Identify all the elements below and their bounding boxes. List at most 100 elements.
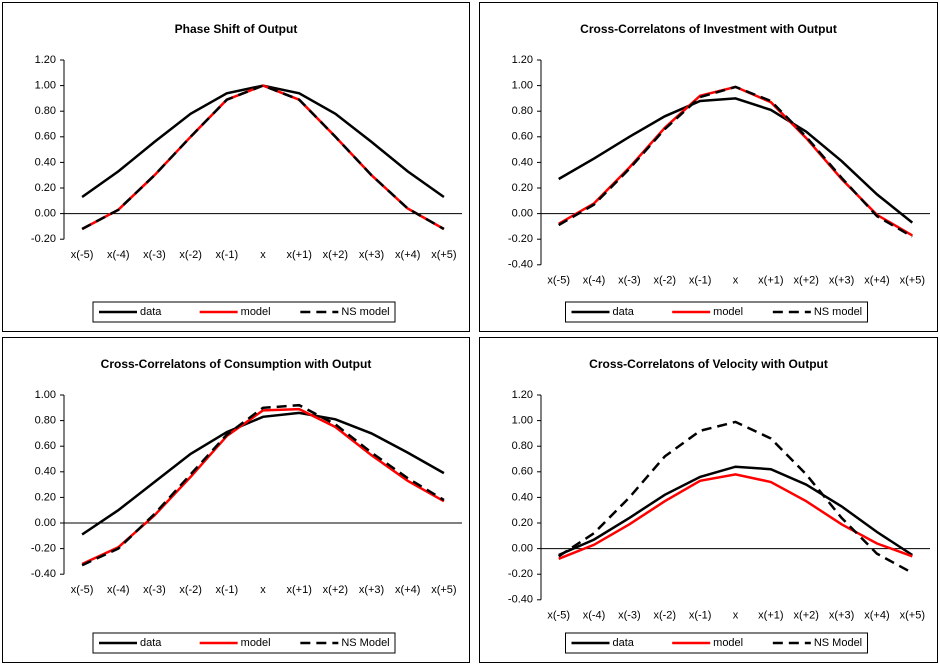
y-tick-label: 0.00 xyxy=(35,208,56,220)
y-tick-label: 1.00 xyxy=(512,80,533,92)
x-tick-label: x(+2) xyxy=(323,584,348,596)
x-tick-label: x(-4) xyxy=(107,249,130,261)
legend-label: model xyxy=(713,637,743,649)
y-tick-label: 0.20 xyxy=(35,182,56,194)
legend-box xyxy=(565,632,868,654)
y-tick-label: 0.80 xyxy=(35,105,56,117)
chart-title: Cross-Correlatons of Consumption with Ou… xyxy=(101,357,372,371)
x-tick-label: x xyxy=(260,584,266,596)
x-tick-label: x(-4) xyxy=(583,275,606,287)
legend-label: data xyxy=(140,637,162,649)
x-tick-label: x(-1) xyxy=(216,584,239,596)
x-tick-label: x(-3) xyxy=(618,610,641,622)
x-tick-label: x(+2) xyxy=(794,610,819,622)
legend-label: data xyxy=(613,306,635,318)
series-line xyxy=(81,407,445,566)
chart-title: Cross-Correlatons of Velocity with Outpu… xyxy=(589,357,828,371)
x-tick-label: x(+1) xyxy=(758,275,783,287)
legend-label: NS Model xyxy=(814,637,862,649)
series-line xyxy=(81,84,445,199)
series-line xyxy=(558,97,914,224)
y-tick-label: 1.00 xyxy=(512,415,533,427)
legend-label: NS Model xyxy=(341,637,389,649)
y-tick-label: 1.20 xyxy=(512,54,533,66)
x-tick-label: x(-3) xyxy=(143,584,166,596)
x-tick-label: x(-1) xyxy=(689,610,712,622)
y-tick-label: 0.40 xyxy=(512,156,533,168)
x-tick-label: x(-4) xyxy=(583,610,606,622)
y-tick-label: 0.60 xyxy=(512,466,533,478)
x-tick-label: x(-2) xyxy=(653,610,676,622)
x-tick-label: x(+3) xyxy=(359,584,384,596)
x-tick-label: x(+5) xyxy=(431,584,456,596)
y-tick-label: 0.00 xyxy=(512,208,533,220)
y-tick-label: 0.40 xyxy=(512,491,533,503)
y-tick-label: 0.60 xyxy=(35,131,56,143)
legend-label: model xyxy=(241,306,271,318)
legend-box xyxy=(92,632,396,654)
series-line xyxy=(558,420,913,574)
y-tick-label: 1.20 xyxy=(35,54,56,66)
x-tick-label: x(-2) xyxy=(179,584,202,596)
legend-label: data xyxy=(613,637,635,649)
y-tick-label: 0.80 xyxy=(512,105,533,117)
y-tick-label: 0.20 xyxy=(35,491,56,503)
y-tick-label: -0.20 xyxy=(508,568,533,580)
y-tick-label: 0.40 xyxy=(35,156,56,168)
y-tick-label: -0.20 xyxy=(508,233,533,245)
x-tick-label: x(+2) xyxy=(794,275,819,287)
legend-label: NS model xyxy=(814,306,862,318)
x-tick-label: x(+1) xyxy=(286,249,311,261)
y-tick-label: 0.00 xyxy=(35,517,56,529)
y-tick-label: -0.20 xyxy=(31,543,56,555)
y-tick-label: 0.20 xyxy=(512,182,533,194)
x-tick-label: x(-2) xyxy=(179,249,202,261)
legend-label: NS model xyxy=(341,306,389,318)
x-tick-label: x(-1) xyxy=(689,275,712,287)
panel-frame xyxy=(2,2,470,332)
panel-frame xyxy=(479,2,938,332)
y-tick-label: 0.00 xyxy=(512,543,533,555)
legend-label: data xyxy=(140,306,162,318)
x-tick-label: x(-2) xyxy=(653,275,676,287)
x-tick-label: x(+3) xyxy=(829,610,854,622)
x-tick-label: x(-5) xyxy=(71,584,94,596)
x-tick-label: x(-3) xyxy=(618,275,641,287)
y-tick-label: -0.40 xyxy=(31,568,56,580)
series-line xyxy=(558,465,913,557)
y-tick-label: 0.20 xyxy=(512,517,533,529)
x-tick-label: x(-5) xyxy=(547,275,570,287)
series-line xyxy=(81,411,445,536)
y-tick-label: 0.60 xyxy=(35,440,56,452)
x-tick-label: x(-3) xyxy=(143,249,166,261)
x-tick-label: x xyxy=(733,275,739,287)
x-tick-label: x(-4) xyxy=(107,584,130,596)
x-tick-label: x(+2) xyxy=(323,249,348,261)
x-tick-label: x(-5) xyxy=(547,610,570,622)
x-tick-label: x(+3) xyxy=(829,275,854,287)
x-tick-label: x(+4) xyxy=(395,249,420,261)
series-line xyxy=(558,85,913,238)
legend-box xyxy=(565,301,868,323)
series-line xyxy=(81,84,445,231)
x-tick-label: x xyxy=(733,610,739,622)
x-tick-label: x(+3) xyxy=(359,249,384,261)
x-tick-label: x(-1) xyxy=(216,249,239,261)
x-tick-label: x(+4) xyxy=(395,584,420,596)
y-tick-label: 0.80 xyxy=(35,415,56,427)
panel-frame xyxy=(2,337,470,663)
x-tick-label: x(+4) xyxy=(864,275,889,287)
x-tick-label: x(+4) xyxy=(864,610,889,622)
legend-label: model xyxy=(713,306,743,318)
x-tick-label: x(+1) xyxy=(286,584,311,596)
x-tick-label: x(-5) xyxy=(71,249,94,261)
y-tick-label: 0.60 xyxy=(512,131,533,143)
chart-title: Cross-Correlatons of Investment with Out… xyxy=(580,22,837,36)
y-tick-label: 1.20 xyxy=(512,389,533,401)
y-tick-label: 0.80 xyxy=(512,440,533,452)
y-tick-label: 0.40 xyxy=(35,466,56,478)
legend-box xyxy=(92,301,396,323)
y-tick-label: -0.40 xyxy=(508,259,533,271)
chart-title: Phase Shift of Output xyxy=(175,22,298,36)
